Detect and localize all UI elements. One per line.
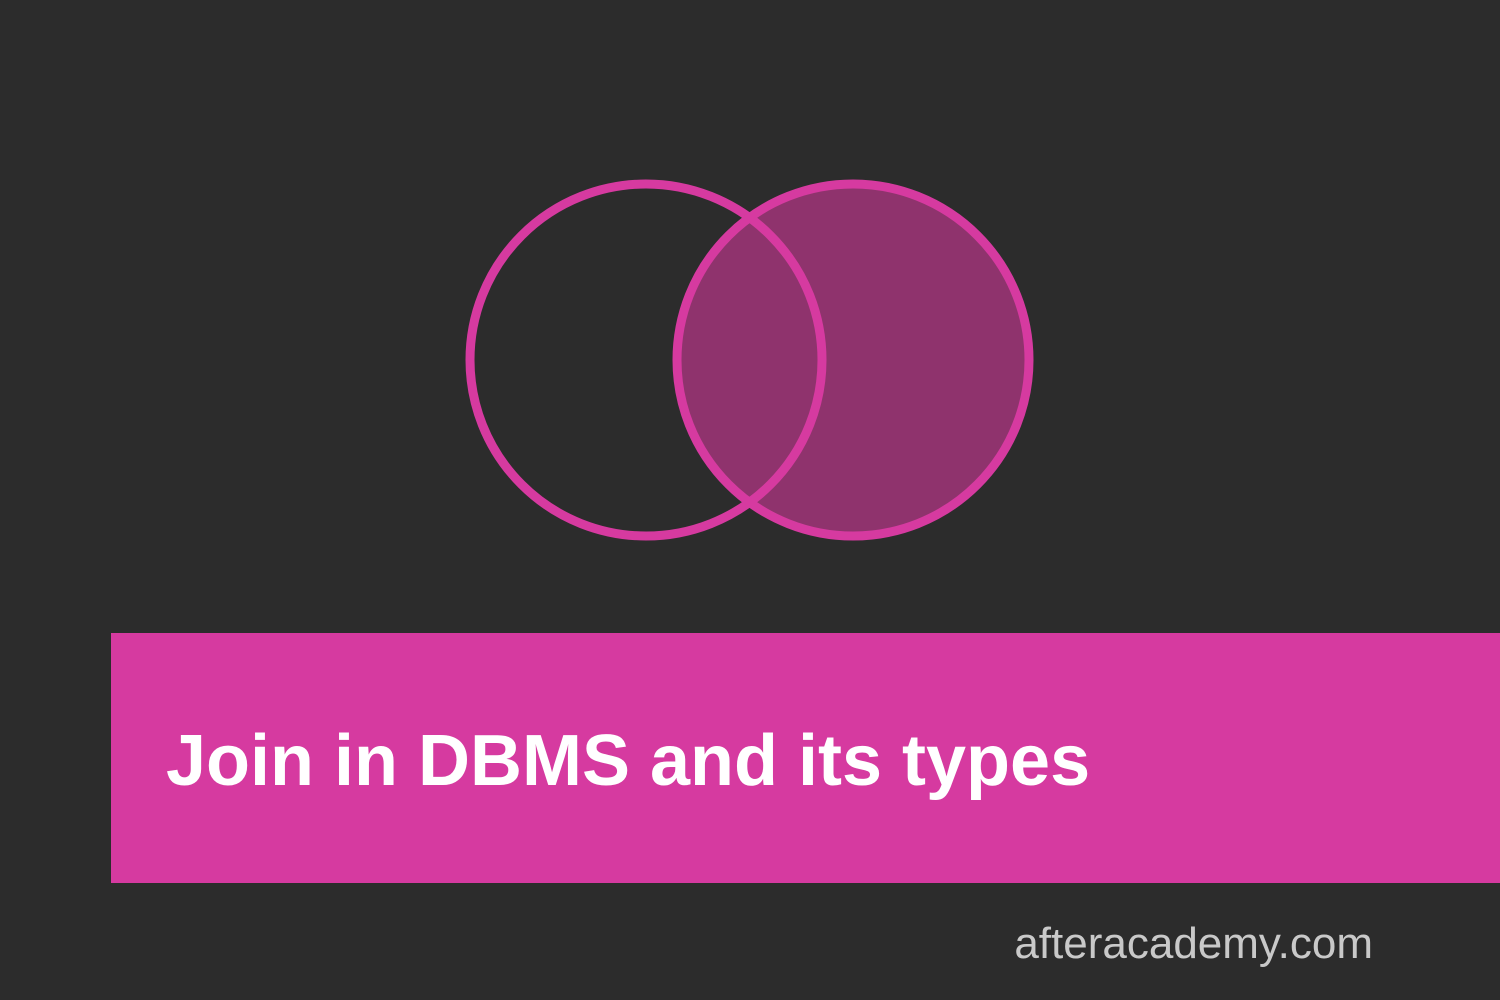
venn-left-outline — [465, 179, 827, 541]
title-banner: Join in DBMS and its types — [111, 633, 1500, 883]
venn-right-fill — [677, 184, 1029, 536]
venn-right-outline — [672, 179, 1034, 541]
site-url: afteracademy.com — [1014, 919, 1373, 968]
banner-title: Join in DBMS and its types — [166, 721, 1091, 801]
